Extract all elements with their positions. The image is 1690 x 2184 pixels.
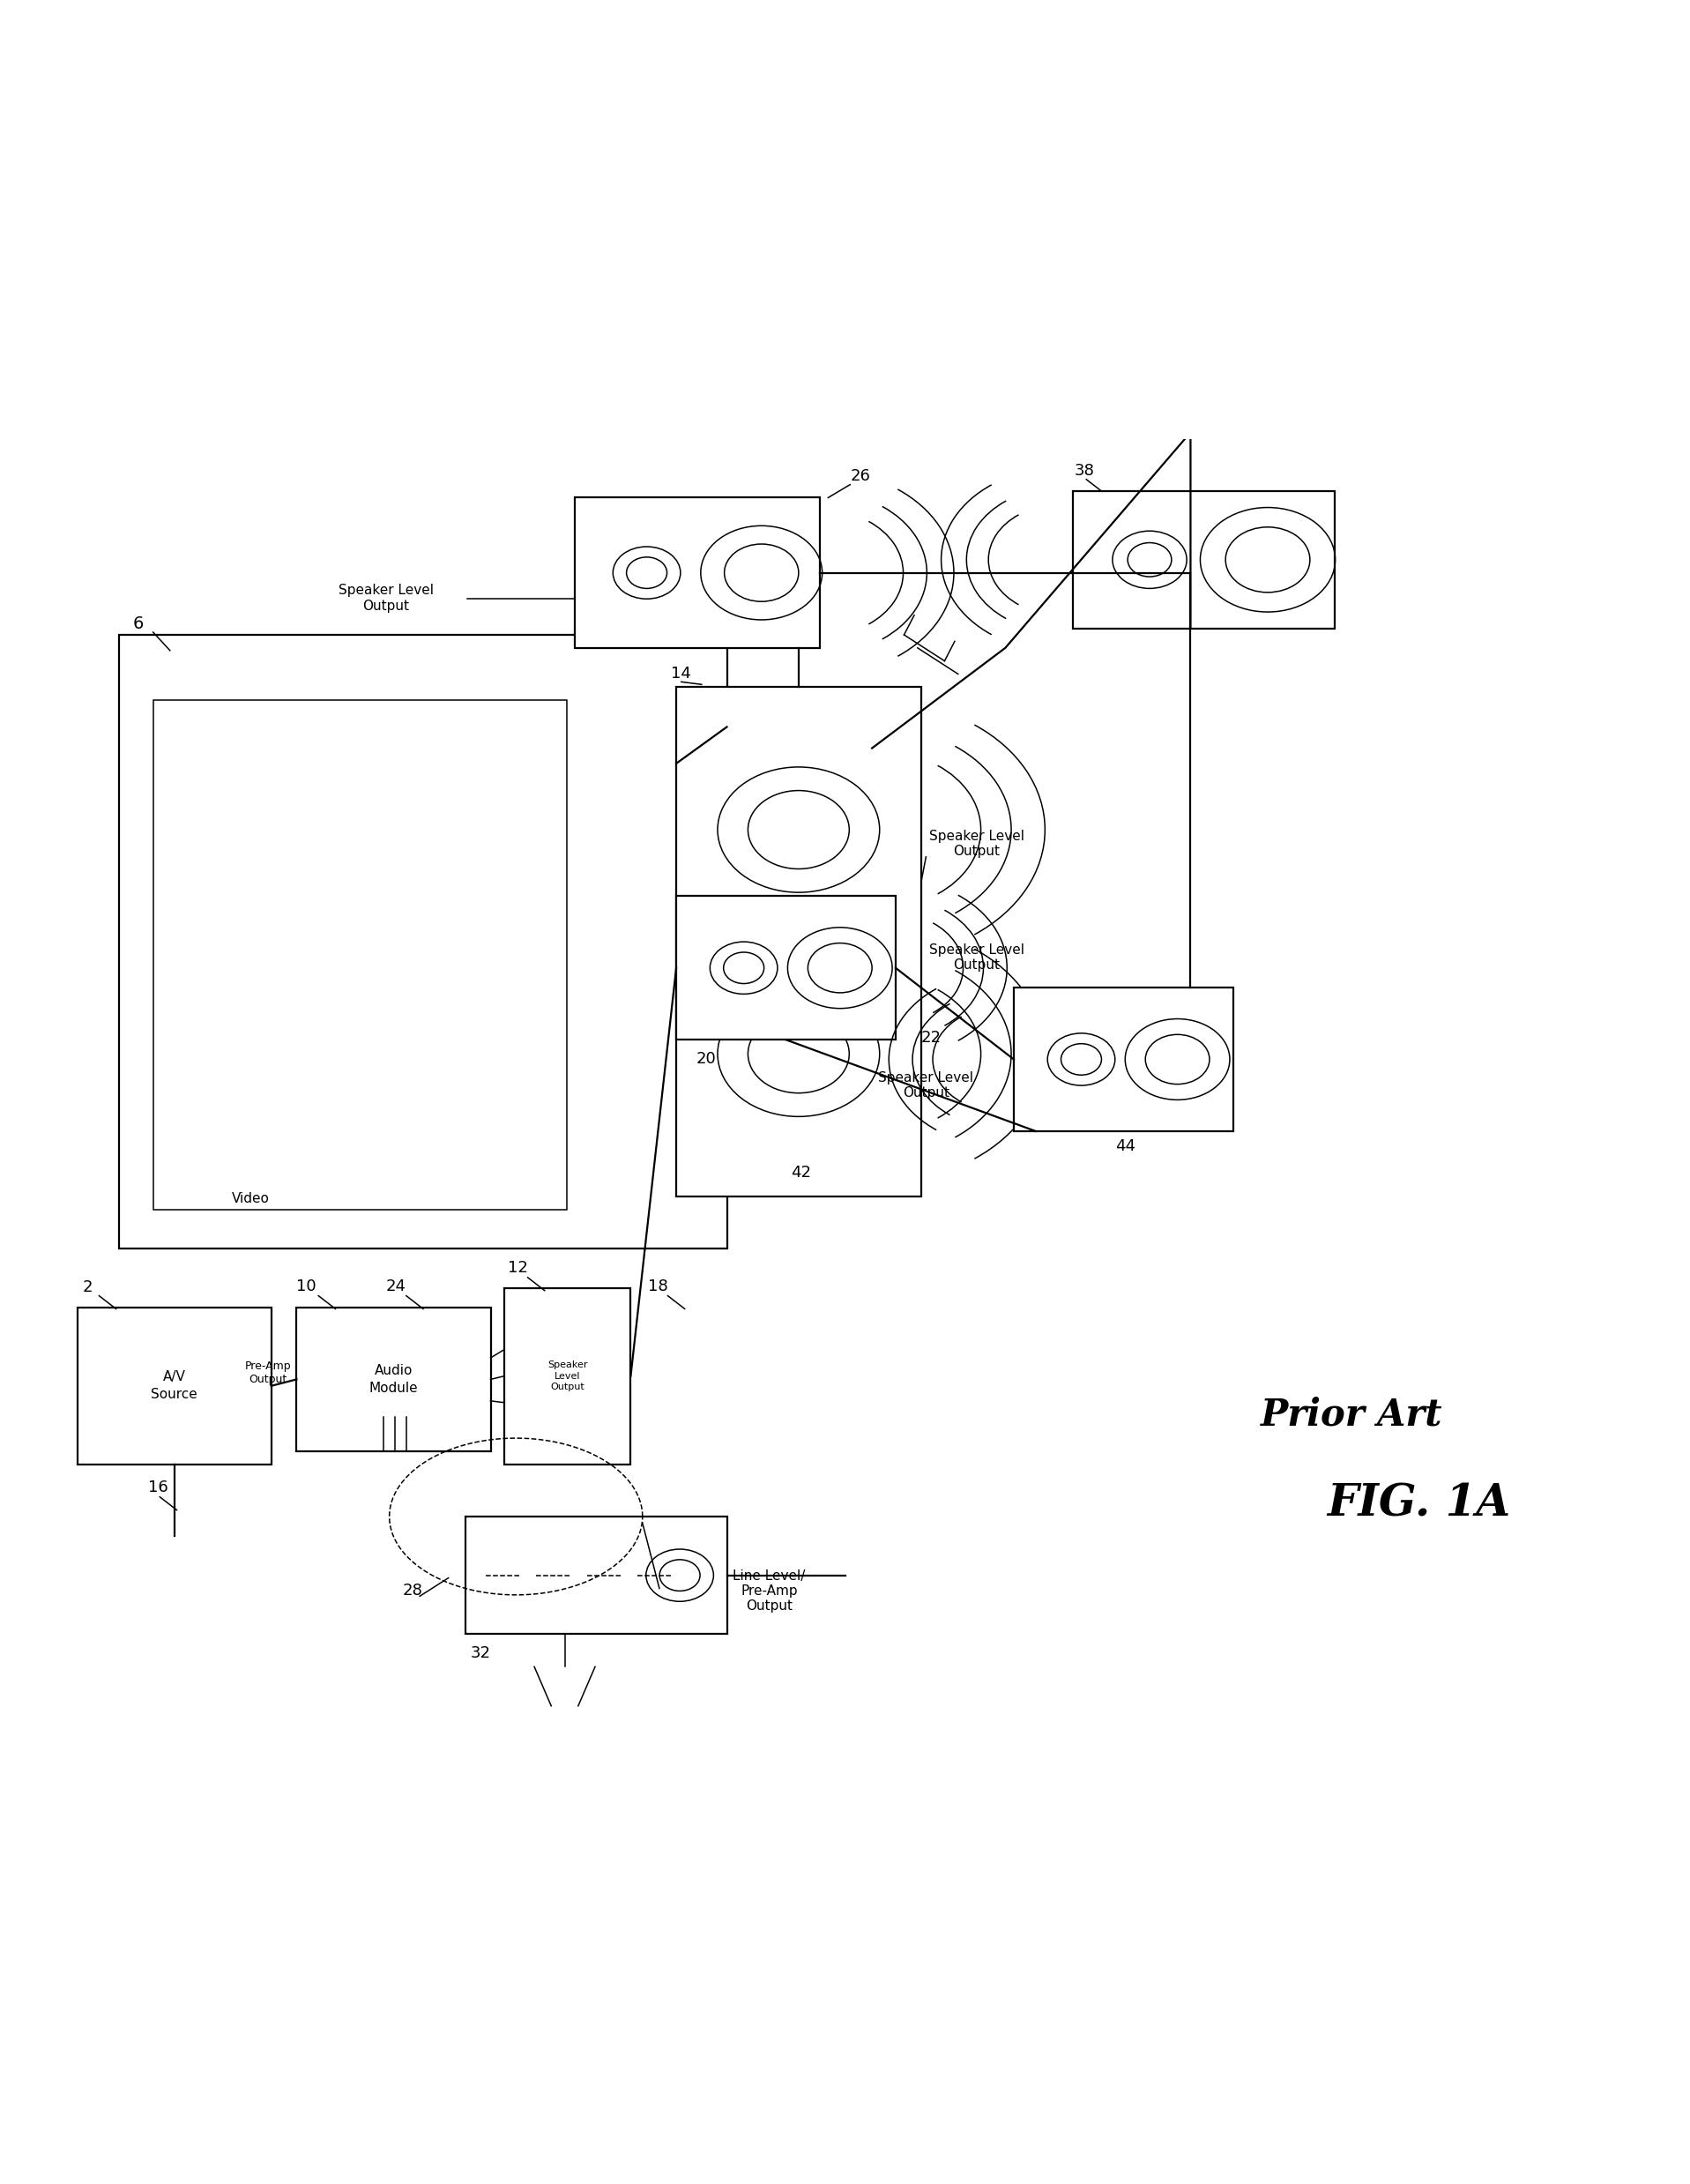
Bar [575,498,820,649]
Text: 10: 10 [296,1278,316,1295]
Text: Line Level/
Pre-Amp
Output: Line Level/ Pre-Amp Output [733,1568,806,1614]
Text: A/V
Source: A/V Source [150,1372,198,1402]
Text: Speaker Level
Output: Speaker Level Output [879,1070,973,1101]
Bar [676,688,921,1197]
Text: 14: 14 [671,666,691,681]
Text: Speaker
Level
Output: Speaker Level Output [548,1361,588,1391]
Text: 38: 38 [1075,463,1095,478]
Bar [1014,987,1234,1131]
Text: Audio
Module: Audio Module [368,1365,417,1396]
Bar [1073,491,1335,629]
Text: Prior Art: Prior Art [1261,1396,1442,1433]
Text: 32: 32 [470,1645,490,1662]
Text: 26: 26 [850,467,870,485]
Text: Pre-Amp
Output: Pre-Amp Output [245,1361,291,1385]
Bar [154,701,566,1210]
Text: Speaker Level
Output: Speaker Level Output [930,830,1024,858]
Bar [676,895,896,1040]
Text: 44: 44 [1115,1138,1136,1155]
Text: 24: 24 [385,1278,406,1295]
Text: 6: 6 [134,616,144,631]
Bar [78,1308,270,1463]
Bar [120,636,727,1249]
Bar [465,1516,727,1634]
Text: 20: 20 [696,1051,717,1066]
Text: FIG. 1A: FIG. 1A [1327,1483,1511,1527]
Text: 12: 12 [507,1260,527,1275]
Text: Speaker Level
Output: Speaker Level Output [338,583,434,612]
Bar [296,1308,490,1450]
Text: 42: 42 [791,1164,811,1179]
Bar [504,1289,630,1463]
Text: 16: 16 [149,1479,167,1496]
Text: 22: 22 [921,1031,941,1046]
Text: 2: 2 [83,1280,93,1295]
Text: Video: Video [232,1192,270,1206]
Text: 18: 18 [647,1278,668,1295]
Text: 28: 28 [402,1583,422,1599]
Text: Speaker Level
Output: Speaker Level Output [930,943,1024,972]
